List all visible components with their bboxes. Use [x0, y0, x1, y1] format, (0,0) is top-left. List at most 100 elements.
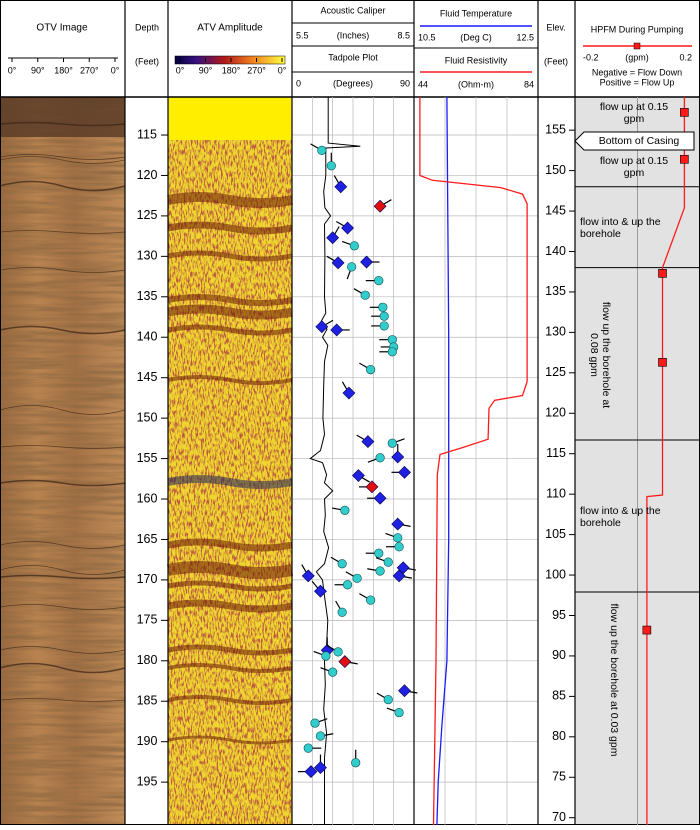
tadpole-head — [360, 290, 370, 300]
flow-measurement — [680, 154, 689, 164]
bedding-trace — [0, 565, 126, 575]
bedding-trace — [0, 154, 126, 160]
bedding-trace — [0, 267, 126, 273]
track-title: Depth — [135, 22, 159, 32]
y-tick-label: 175 — [137, 613, 158, 627]
tadpole — [385, 532, 403, 543]
tadpole — [351, 469, 370, 483]
tadpole — [379, 347, 397, 357]
tadpole — [333, 175, 348, 194]
image-features — [0, 121, 126, 702]
legend-note: Positive = Flow Up — [600, 77, 675, 87]
tadpole-head — [337, 559, 347, 569]
flow-measurement — [680, 108, 689, 117]
tadpole-head — [342, 386, 356, 400]
amplitude-band — [167, 735, 293, 745]
track-title: HPFM During Pumping — [591, 24, 684, 34]
bedding-trace — [0, 445, 126, 449]
tadpole — [310, 143, 327, 155]
x-tick-label: 180° — [222, 65, 241, 75]
tadpole — [336, 221, 355, 235]
tadpole-head — [310, 718, 320, 728]
x-tick-label: 90° — [199, 65, 213, 75]
tadpole-head — [394, 707, 404, 718]
tadpole-head — [341, 221, 355, 235]
tadpole-head — [304, 765, 318, 779]
x-tick-label: -0.2 — [583, 52, 599, 62]
tadpole-head — [366, 364, 376, 375]
tadpole — [310, 718, 328, 728]
tadpole — [367, 566, 385, 576]
y-tick-label: 140 — [137, 330, 158, 344]
color-bar — [174, 55, 286, 65]
tadpole — [351, 749, 361, 768]
track-title: Elev. — [546, 22, 565, 32]
tadpole — [358, 480, 379, 494]
y-tick-label: 135 — [137, 289, 158, 303]
tadpole — [367, 453, 385, 463]
y-tick-label: 130 — [137, 249, 158, 263]
tadpole — [313, 650, 331, 661]
y-tick-label: 125 — [545, 365, 566, 379]
tadpole — [330, 556, 347, 569]
tadpole-head — [375, 453, 385, 463]
legend-marker — [633, 42, 641, 50]
tadpole — [315, 731, 334, 741]
axis-label: (Deg C) — [460, 32, 492, 42]
flow-measurement — [658, 269, 667, 278]
y-tick-label: 115 — [546, 446, 566, 460]
amplitude-band — [167, 599, 293, 613]
tadpole-head — [317, 145, 327, 155]
tadpole — [326, 644, 343, 657]
x-tick-label: 0° — [111, 65, 120, 75]
x-tick-label: 8.5 — [397, 30, 410, 40]
axis-unit: (Feet) — [135, 56, 159, 66]
axis-label: (Ohm-m) — [458, 79, 494, 89]
bedding-trace — [0, 325, 126, 335]
track-title: Fluid Temperature — [440, 8, 512, 18]
tadpole — [311, 580, 327, 598]
bedding-trace — [0, 662, 126, 674]
y-tick-label: 120 — [545, 406, 566, 420]
tadpole-head — [351, 469, 365, 482]
otv-image — [0, 97, 126, 825]
tadpole-head — [331, 256, 345, 270]
tadpole-head — [351, 758, 361, 768]
tadpole — [356, 434, 375, 449]
y-tick-label: 150 — [545, 163, 566, 177]
image-texture — [0, 97, 125, 825]
amplitude-band — [167, 475, 293, 489]
bedding-trace — [0, 574, 126, 580]
y-tick-label: 80 — [552, 729, 566, 743]
tadpole-head — [333, 647, 343, 657]
tadpole — [375, 557, 393, 567]
y-tick-label: 115 — [137, 127, 157, 141]
track-subtitle: Fluid Resistivity — [445, 55, 508, 65]
tadpole — [376, 692, 393, 705]
tadpole — [326, 226, 340, 245]
amplitude-band — [167, 695, 293, 705]
tadpole-head — [321, 651, 331, 661]
casing-image — [168, 97, 292, 140]
tadpole-head — [391, 450, 405, 464]
tadpole-head — [394, 542, 404, 552]
bedding-trace — [0, 180, 126, 192]
flow-measurement — [642, 625, 652, 635]
tadpole-head — [352, 573, 362, 583]
tadpole-head — [326, 161, 336, 171]
image-features — [166, 192, 294, 745]
tadpole — [314, 754, 327, 774]
x-tick-label: 180° — [54, 65, 73, 75]
log-curve — [419, 97, 528, 826]
y-tick-label: 85 — [552, 689, 566, 703]
tadpole-head — [379, 311, 389, 321]
x-tick-label: 90° — [31, 65, 45, 75]
tadpole — [373, 199, 392, 213]
tadpole-head — [373, 491, 387, 505]
bedding-trace — [0, 541, 126, 549]
amplitude-band — [167, 324, 293, 336]
tadpole-head — [361, 435, 375, 449]
y-tick-label: 145 — [137, 370, 158, 384]
amplitude-band — [167, 192, 293, 208]
